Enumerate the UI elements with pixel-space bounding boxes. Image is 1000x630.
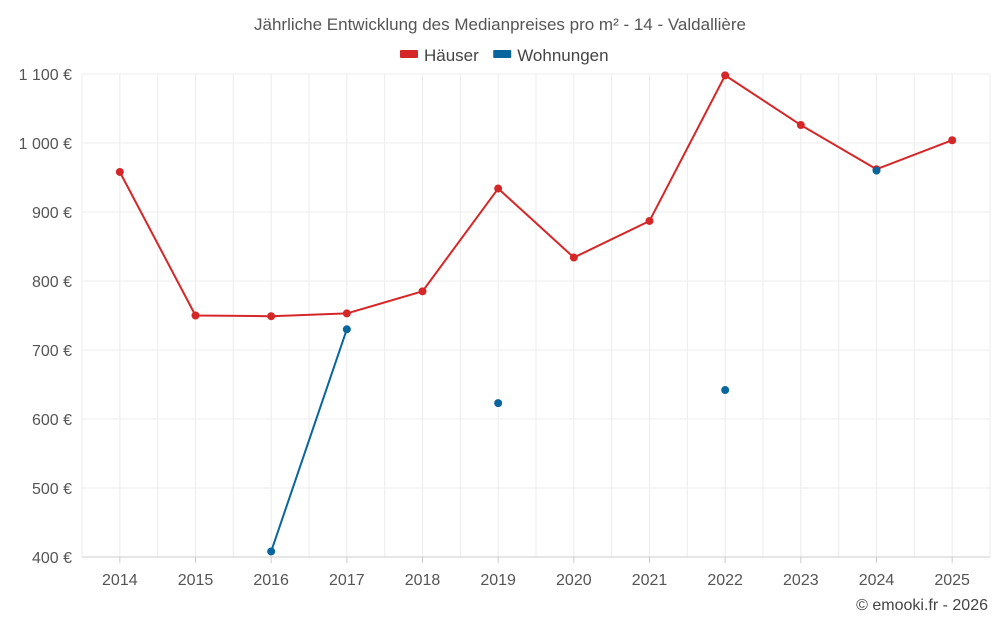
x-tick-label: 2014 bbox=[102, 572, 138, 589]
y-tick-label: 800 € bbox=[32, 274, 72, 291]
chart-title: Jährliche Entwicklung des Medianpreises … bbox=[254, 15, 746, 34]
y-tick-label: 900 € bbox=[32, 205, 72, 222]
x-tick-label: 2017 bbox=[329, 572, 365, 589]
y-tick-label: 1 100 € bbox=[19, 67, 72, 84]
series-layer bbox=[115, 71, 957, 556]
x-tick-label: 2021 bbox=[632, 572, 668, 589]
x-tick-label: 2025 bbox=[934, 572, 970, 589]
legend-swatch bbox=[400, 50, 418, 58]
x-tick-label: 2016 bbox=[253, 572, 289, 589]
data-point bbox=[191, 311, 200, 320]
series-line bbox=[270, 328, 348, 552]
data-point bbox=[418, 287, 427, 296]
data-point bbox=[721, 71, 730, 80]
x-tick-label: 2024 bbox=[859, 572, 895, 589]
x-tick-label: 2022 bbox=[707, 572, 743, 589]
data-point bbox=[948, 136, 957, 145]
series-wohnungen bbox=[267, 166, 881, 556]
data-point bbox=[342, 309, 351, 318]
y-tick-label: 400 € bbox=[32, 550, 72, 567]
x-tick-label: 2020 bbox=[556, 572, 592, 589]
data-point bbox=[721, 386, 730, 395]
data-point bbox=[267, 312, 276, 321]
legend-swatch bbox=[493, 50, 512, 58]
data-point bbox=[494, 399, 503, 408]
legend: Häuser Wohnungen bbox=[400, 46, 609, 65]
data-point bbox=[342, 325, 351, 334]
y-tick-label: 1 000 € bbox=[19, 136, 72, 153]
x-tick-label: 2019 bbox=[480, 572, 516, 589]
y-tick-label: 500 € bbox=[32, 481, 72, 498]
y-tick-label: 700 € bbox=[32, 343, 72, 360]
x-tick-label: 2015 bbox=[178, 572, 214, 589]
x-tick-label: 2023 bbox=[783, 572, 819, 589]
legend-label: Wohnungen bbox=[517, 46, 608, 65]
data-point bbox=[494, 184, 503, 193]
legend-item: Wohnungen bbox=[493, 46, 609, 65]
x-tick-label: 2018 bbox=[405, 572, 441, 589]
y-tick-label: 600 € bbox=[32, 412, 72, 429]
data-point bbox=[267, 547, 276, 556]
data-point bbox=[569, 253, 578, 262]
data-point bbox=[645, 216, 654, 225]
data-point bbox=[796, 121, 805, 130]
axes: 400 € 500 € 600 € 700 € 800 € 900 € 1 000 € 1 1… bbox=[19, 67, 990, 589]
data-point bbox=[115, 167, 124, 176]
data-point bbox=[872, 166, 881, 175]
series-line bbox=[118, 74, 953, 318]
legend-label: Häuser bbox=[424, 46, 479, 65]
credit-text: © emooki.fr - 2026 bbox=[856, 597, 988, 614]
legend-item: Häuser bbox=[400, 46, 479, 65]
